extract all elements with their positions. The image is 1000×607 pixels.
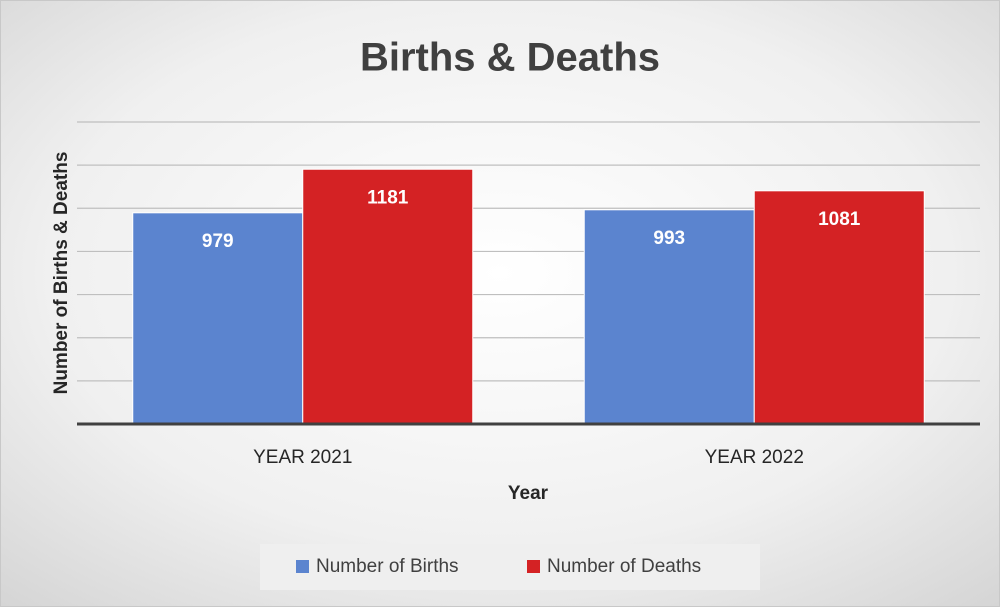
legend-swatch — [527, 560, 540, 573]
legend-label: Number of Births — [316, 556, 459, 577]
bar — [302, 168, 474, 425]
bar — [132, 212, 304, 425]
x-tick-label: YEAR 2022 — [705, 447, 804, 468]
x-axis-label: Year — [508, 483, 549, 504]
y-axis-label: Number of Births & Deaths — [51, 152, 72, 395]
legend-label: Number of Deaths — [547, 556, 701, 577]
data-label: 993 — [653, 228, 685, 249]
data-label: 979 — [202, 231, 234, 252]
x-tick-label: YEAR 2021 — [253, 447, 352, 468]
legend-swatch — [296, 560, 309, 573]
data-label: 1181 — [367, 187, 409, 208]
data-label: 1081 — [818, 209, 861, 230]
legend-box — [260, 544, 760, 590]
chart-title: Births & Deaths — [360, 36, 660, 80]
bar — [753, 190, 925, 425]
bar — [583, 209, 755, 425]
